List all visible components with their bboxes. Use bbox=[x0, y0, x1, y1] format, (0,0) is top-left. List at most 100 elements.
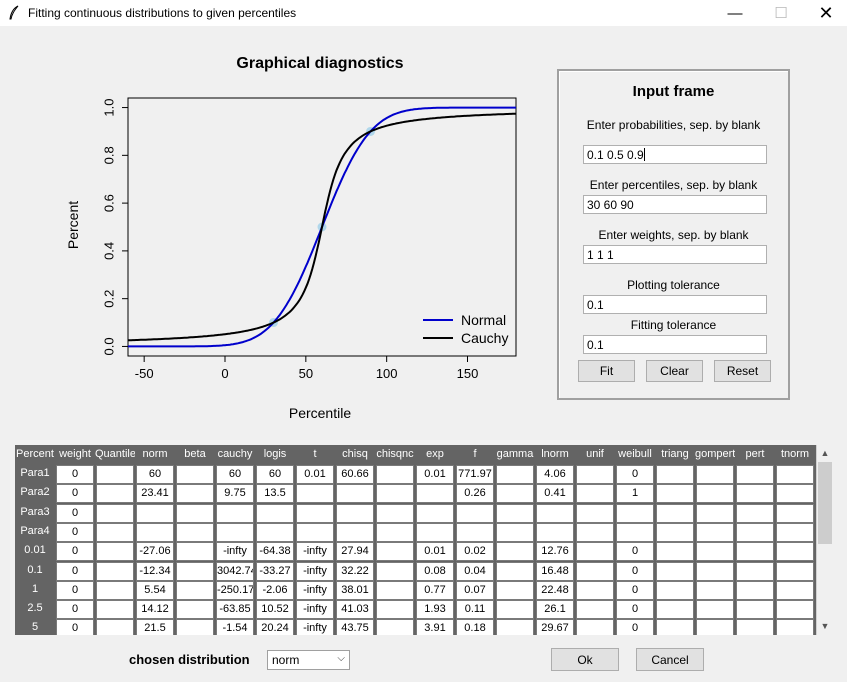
table-cell-input[interactable] bbox=[216, 503, 254, 523]
table-cell-input[interactable] bbox=[696, 561, 734, 581]
table-cell-input[interactable]: 60 bbox=[256, 465, 294, 484]
table-cell-input[interactable] bbox=[576, 522, 614, 542]
table-cell-input[interactable]: 0.01 bbox=[296, 465, 334, 484]
table-cell-input[interactable]: -2.06 bbox=[256, 580, 294, 600]
table-cell-input[interactable] bbox=[736, 600, 774, 620]
table-cell-input[interactable]: 0.02 bbox=[456, 542, 494, 562]
table-cell-input[interactable] bbox=[376, 542, 414, 562]
table-cell-input[interactable] bbox=[536, 503, 574, 523]
table-cell-input[interactable] bbox=[496, 561, 534, 581]
table-cell-input[interactable]: 29.67 bbox=[536, 619, 574, 635]
table-cell-input[interactable]: -33.27 bbox=[256, 561, 294, 581]
table-cell-input[interactable]: -12.34 bbox=[136, 561, 174, 581]
table-cell-input[interactable]: 771.97 bbox=[456, 465, 494, 484]
table-cell-input[interactable] bbox=[656, 619, 694, 635]
table-cell-input[interactable] bbox=[416, 503, 454, 523]
table-cell-input[interactable] bbox=[776, 580, 814, 600]
table-cell-input[interactable] bbox=[776, 484, 814, 504]
table-cell-input[interactable] bbox=[776, 619, 814, 635]
table-cell-input[interactable] bbox=[496, 484, 534, 504]
minimize-button[interactable]: — bbox=[712, 0, 758, 26]
table-cell-input[interactable] bbox=[496, 465, 534, 484]
table-cell-input[interactable]: 16.48 bbox=[536, 561, 574, 581]
table-cell-input[interactable]: 4.06 bbox=[536, 465, 574, 484]
table-cell-input[interactable]: 0 bbox=[56, 522, 94, 542]
table-cell-input[interactable]: 23.41 bbox=[136, 484, 174, 504]
scrollbar-thumb[interactable] bbox=[818, 462, 832, 544]
table-cell-input[interactable] bbox=[496, 542, 534, 562]
table-cell-input[interactable] bbox=[656, 484, 694, 504]
table-cell-input[interactable] bbox=[496, 503, 534, 523]
table-cell-input[interactable] bbox=[696, 465, 734, 484]
table-cell-input[interactable]: 26.1 bbox=[536, 600, 574, 620]
table-cell-input[interactable] bbox=[776, 522, 814, 542]
table-cell-input[interactable]: 0 bbox=[56, 619, 94, 635]
table-cell-input[interactable]: 13.5 bbox=[256, 484, 294, 504]
table-cell-input[interactable]: -infty bbox=[296, 561, 334, 581]
table-cell-input[interactable]: 0 bbox=[616, 542, 654, 562]
table-cell-input[interactable] bbox=[536, 522, 574, 542]
table-cell-input[interactable]: 0.04 bbox=[456, 561, 494, 581]
table-cell-input[interactable]: 0.01 bbox=[416, 465, 454, 484]
table-cell-input[interactable] bbox=[576, 619, 614, 635]
table-cell-input[interactable] bbox=[656, 522, 694, 542]
table-cell-input[interactable]: 0.26 bbox=[456, 484, 494, 504]
table-cell-input[interactable]: 0 bbox=[56, 484, 94, 504]
table-cell-input[interactable] bbox=[336, 503, 374, 523]
scroll-up-icon[interactable]: ▲ bbox=[820, 448, 830, 458]
table-cell-input[interactable] bbox=[176, 561, 214, 581]
table-cell-input[interactable] bbox=[456, 503, 494, 523]
table-cell-input[interactable] bbox=[576, 561, 614, 581]
table-cell-input[interactable] bbox=[176, 503, 214, 523]
table-cell-input[interactable] bbox=[376, 561, 414, 581]
table-cell-input[interactable]: -250.17 bbox=[216, 580, 254, 600]
table-cell-input[interactable]: 5.54 bbox=[136, 580, 174, 600]
table-cell-input[interactable] bbox=[296, 484, 334, 504]
table-cell-input[interactable] bbox=[416, 484, 454, 504]
table-cell-input[interactable] bbox=[576, 580, 614, 600]
table-cell-input[interactable] bbox=[96, 542, 134, 562]
table-cell-input[interactable] bbox=[376, 522, 414, 542]
table-cell-input[interactable]: 60 bbox=[216, 465, 254, 484]
table-cell-input[interactable]: 0 bbox=[616, 619, 654, 635]
table-cell-input[interactable] bbox=[176, 484, 214, 504]
clear-button[interactable]: Clear bbox=[646, 360, 703, 382]
table-cell-input[interactable] bbox=[576, 503, 614, 523]
table-cell-input[interactable]: 0 bbox=[616, 600, 654, 620]
table-cell-input[interactable] bbox=[696, 503, 734, 523]
table-cell-input[interactable] bbox=[776, 561, 814, 581]
table-cell-input[interactable] bbox=[656, 561, 694, 581]
table-cell-input[interactable]: 0.18 bbox=[456, 619, 494, 635]
table-cell-input[interactable] bbox=[616, 503, 654, 523]
table-cell-input[interactable]: 0 bbox=[56, 465, 94, 484]
table-cell-input[interactable] bbox=[576, 465, 614, 484]
table-cell-input[interactable]: -infty bbox=[296, 542, 334, 562]
table-cell-input[interactable] bbox=[96, 522, 134, 542]
table-cell-input[interactable]: -infty bbox=[296, 600, 334, 620]
table-cell-input[interactable] bbox=[296, 503, 334, 523]
table-cell-input[interactable]: 20.24 bbox=[256, 619, 294, 635]
table-cell-input[interactable] bbox=[736, 484, 774, 504]
table-cell-input[interactable]: 1 bbox=[616, 484, 654, 504]
table-cell-input[interactable]: 0 bbox=[56, 503, 94, 523]
table-cell-input[interactable] bbox=[496, 522, 534, 542]
close-button[interactable]: ✕ bbox=[803, 0, 847, 26]
table-cell-input[interactable]: 41.03 bbox=[336, 600, 374, 620]
table-cell-input[interactable] bbox=[616, 522, 654, 542]
table-cell-input[interactable]: -infty bbox=[296, 619, 334, 635]
table-cell-input[interactable] bbox=[696, 580, 734, 600]
table-cell-input[interactable] bbox=[176, 465, 214, 484]
plotting-tolerance-input[interactable]: 0.1 bbox=[583, 295, 767, 314]
table-cell-input[interactable] bbox=[336, 484, 374, 504]
table-cell-input[interactable] bbox=[696, 542, 734, 562]
table-cell-input[interactable] bbox=[216, 522, 254, 542]
table-cell-input[interactable]: -1.54 bbox=[216, 619, 254, 635]
table-cell-input[interactable]: 10.52 bbox=[256, 600, 294, 620]
table-cell-input[interactable] bbox=[496, 619, 534, 635]
table-cell-input[interactable] bbox=[96, 465, 134, 484]
table-cell-input[interactable]: 0.41 bbox=[536, 484, 574, 504]
table-cell-input[interactable]: 32.22 bbox=[336, 561, 374, 581]
table-cell-input[interactable]: 0.11 bbox=[456, 600, 494, 620]
table-cell-input[interactable]: 60 bbox=[136, 465, 174, 484]
table-cell-input[interactable] bbox=[176, 542, 214, 562]
